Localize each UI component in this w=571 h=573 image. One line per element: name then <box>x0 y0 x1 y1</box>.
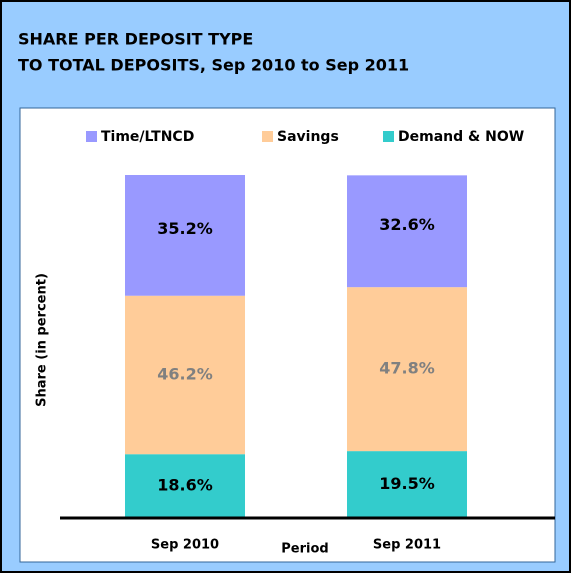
data-label: 32.6% <box>379 215 435 234</box>
y-axis-label: Share (in percent) <box>35 273 50 407</box>
legend-swatch <box>383 131 394 142</box>
chart-title: TO TOTAL DEPOSITS, Sep 2010 to Sep 2011 <box>18 56 409 75</box>
x-tick-label: Sep 2010 <box>151 538 219 553</box>
data-label: 46.2% <box>157 364 213 383</box>
data-label: 19.5% <box>379 474 435 493</box>
legend-label: Savings <box>277 129 339 145</box>
data-label: 18.6% <box>157 476 213 495</box>
bar-segment <box>125 295 245 455</box>
chart-title: SHARE PER DEPOSIT TYPE <box>18 30 253 49</box>
bar-segment <box>347 287 467 452</box>
legend-swatch <box>262 131 273 142</box>
legend-swatch <box>86 131 97 142</box>
bar-segment <box>125 454 245 518</box>
bar-segment <box>347 451 467 518</box>
legend-label: Time/LTNCD <box>101 129 194 145</box>
legend-label: Demand & NOW <box>398 129 524 145</box>
bar-segment <box>347 175 467 288</box>
data-label: 35.2% <box>157 219 213 238</box>
bar-segment <box>125 175 245 296</box>
plot-panel <box>19 107 556 563</box>
x-tick-label: Sep 2011 <box>373 538 441 553</box>
data-label: 47.8% <box>379 359 435 378</box>
x-axis-label: Period <box>281 542 328 557</box>
